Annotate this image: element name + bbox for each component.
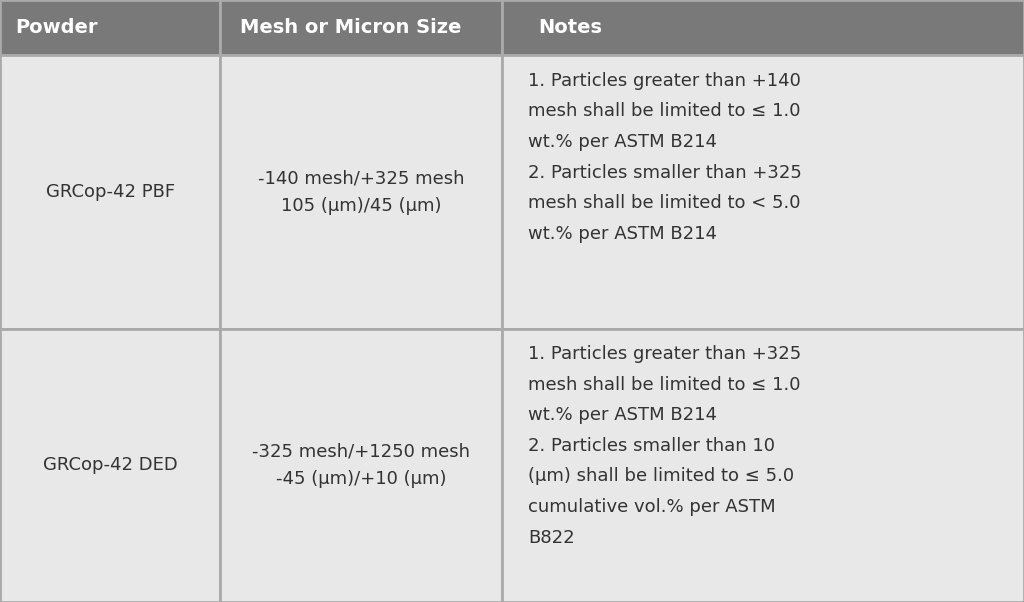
Bar (0, 329, 220, 602)
Text: Mesh or Micron Size: Mesh or Micron Size (240, 18, 461, 37)
Bar (220, 329, 502, 602)
Bar (502, 329, 1024, 602)
Text: GRCop-42 DED: GRCop-42 DED (43, 456, 177, 474)
Text: -140 mesh/+325 mesh
105 (μm)/45 (μm): -140 mesh/+325 mesh 105 (μm)/45 (μm) (258, 169, 464, 215)
Bar (0, 0, 220, 55)
Bar (220, 55, 502, 329)
Text: Notes: Notes (539, 18, 602, 37)
Text: Powder: Powder (15, 18, 98, 37)
Text: 1. Particles greater than +325
mesh shall be limited to ≤ 1.0
wt.% per ASTM B214: 1. Particles greater than +325 mesh shal… (528, 345, 801, 547)
Bar (0, 55, 220, 329)
Text: -325 mesh/+1250 mesh
-45 (μm)/+10 (μm): -325 mesh/+1250 mesh -45 (μm)/+10 (μm) (252, 442, 470, 488)
Bar (502, 0, 1024, 55)
Bar (502, 55, 1024, 329)
Bar (220, 0, 502, 55)
Text: 1. Particles greater than +140
mesh shall be limited to ≤ 1.0
wt.% per ASTM B214: 1. Particles greater than +140 mesh shal… (528, 72, 802, 243)
Text: GRCop-42 PBF: GRCop-42 PBF (45, 183, 175, 201)
